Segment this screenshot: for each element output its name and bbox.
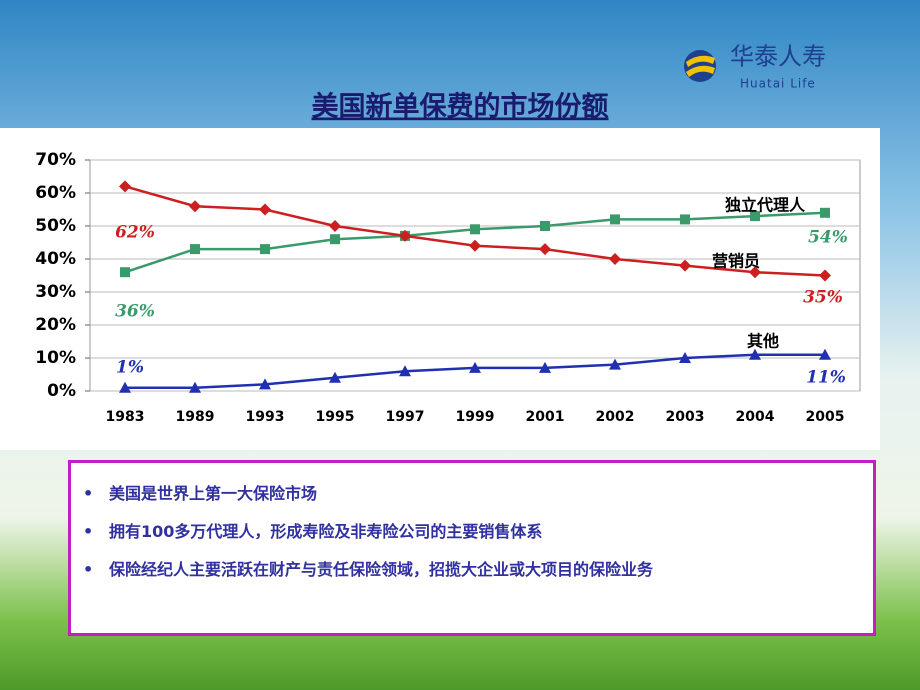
y-tick-label: 30%	[35, 282, 76, 302]
y-tick-label: 20%	[35, 315, 76, 335]
data-point	[470, 224, 480, 235]
series-name: 独立代理人	[725, 196, 806, 215]
series-name: 营销员	[712, 252, 760, 271]
data-point	[609, 358, 621, 370]
data-point	[119, 180, 131, 193]
logo-name: 华泰人寿	[730, 43, 826, 71]
chart-panel	[0, 128, 880, 450]
bullet-item: 美国是世界上第一大保险市场	[83, 475, 873, 513]
chart: 华泰人寿 Huatai Life 美国新单保费的市场份额 0% 10% 20% 30%…	[0, 42, 880, 450]
x-tick-label: 1993	[246, 409, 285, 425]
data-point	[259, 203, 271, 216]
data-point	[399, 229, 411, 242]
y-tick-label: 0%	[47, 381, 76, 401]
data-point	[190, 244, 200, 255]
data-point	[540, 221, 550, 231]
data-label: 1%	[116, 358, 144, 378]
x-tick-label: 1999	[456, 409, 495, 425]
data-label: 11%	[806, 368, 846, 388]
data-point	[750, 211, 760, 222]
logo-icon	[684, 50, 716, 82]
data-point	[679, 352, 691, 363]
x-tick-label: 2002	[596, 409, 635, 425]
data-point	[259, 378, 271, 390]
x-tick-label: 1983	[106, 409, 145, 425]
data-point	[819, 269, 831, 282]
data-label: 35%	[803, 288, 843, 308]
y-tick-label: 50%	[35, 216, 76, 236]
data-point	[539, 243, 551, 256]
data-point	[749, 348, 761, 360]
data-label: 36%	[115, 302, 155, 322]
x-tick-label: 2003	[666, 409, 705, 425]
data-label: 54%	[808, 228, 848, 248]
y-tick-label: 70%	[35, 150, 76, 170]
data-point	[539, 361, 551, 373]
data-point	[469, 239, 481, 252]
bullet-list: 美国是世界上第一大保险市场拥有100多万代理人，形成寿险及非寿险公司的主要销售体…	[71, 475, 873, 589]
bullet-item: 保险经纪人主要活跃在财产与责任保险领域，招揽大企业或大项目的保险业务	[83, 551, 873, 589]
data-point	[189, 381, 201, 393]
logo-subtitle: Huatai Life	[740, 77, 816, 91]
x-tick-label: 1989	[176, 409, 215, 425]
chart-title: 美国新单保费的市场份额	[312, 91, 609, 123]
data-point	[469, 361, 481, 373]
x-tick-label: 1995	[316, 409, 355, 425]
data-point	[819, 348, 831, 360]
data-point	[260, 244, 270, 255]
notes-box: 美国是世界上第一大保险市场拥有100多万代理人，形成寿险及非寿险公司的主要销售体…	[68, 460, 876, 636]
data-point	[120, 267, 130, 278]
y-tick-label: 10%	[35, 348, 76, 368]
data-point	[680, 214, 690, 225]
data-point	[119, 381, 131, 393]
data-point	[749, 266, 761, 279]
data-point	[820, 207, 830, 218]
y-tick-label: 40%	[35, 249, 76, 269]
data-point	[189, 200, 201, 213]
x-tick-label: 2005	[806, 409, 845, 425]
y-tick-label: 60%	[35, 183, 76, 203]
data-label: 62%	[115, 223, 155, 243]
data-point	[679, 259, 691, 272]
data-point	[329, 371, 341, 383]
x-tick-label: 2001	[526, 409, 565, 425]
data-point	[609, 253, 621, 265]
x-tick-label: 2004	[736, 409, 775, 425]
data-point	[610, 214, 620, 225]
data-point	[399, 365, 411, 377]
bullet-item: 拥有100多万代理人，形成寿险及非寿险公司的主要销售体系	[83, 513, 873, 551]
series-name: 其他	[747, 332, 779, 351]
data-point	[329, 220, 341, 232]
x-tick-label: 1997	[386, 409, 425, 425]
data-point	[330, 234, 340, 245]
